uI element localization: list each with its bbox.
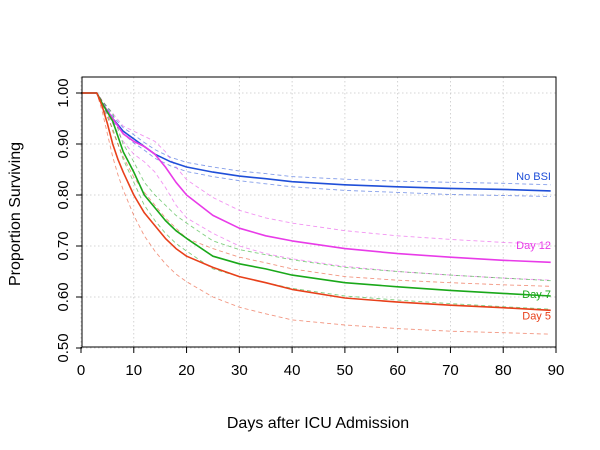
y-axis: 0.50 0.60 0.70 0.80 0.90 1.00 (55, 78, 82, 363)
day-7-upper-ci (81, 92, 551, 282)
day-12-lower-ci (81, 92, 551, 281)
series-labels: No BSI Day 12 Day 7 Day 5 (516, 171, 551, 322)
day-7-line (81, 92, 551, 297)
x-tick-label: 50 (337, 362, 354, 379)
x-tick-label: 90 (548, 362, 565, 379)
day-12-upper-ci (81, 92, 551, 245)
x-tick-label: 20 (178, 362, 195, 379)
no-bsi-label: No BSI (516, 171, 551, 183)
x-tick-label: 10 (125, 362, 142, 379)
x-tick-label: 70 (442, 362, 459, 379)
y-tick-label: 0.70 (55, 231, 72, 260)
series-lines (81, 92, 551, 312)
y-tick-label: 1.00 (55, 78, 72, 107)
no-bsi-lower-ci (81, 92, 551, 197)
y-tick-label: 0.80 (55, 180, 72, 209)
x-tick-label: 40 (284, 362, 301, 379)
no-bsi-line (81, 92, 551, 192)
day-7-label: Day 7 (522, 289, 551, 301)
y-tick-label: 0.60 (55, 282, 72, 311)
day-12-label: Day 12 (516, 240, 551, 252)
day-7-lower-ci (81, 92, 551, 310)
x-tick-label: 60 (389, 362, 406, 379)
day-5-upper-ci (81, 92, 551, 287)
x-axis: 0 10 20 30 40 50 60 70 80 90 (77, 347, 565, 379)
day-5-line (81, 92, 551, 312)
x-tick-label: 80 (495, 362, 512, 379)
day-12-line (81, 92, 551, 264)
x-axis-title: Days after ICU Admission (227, 415, 409, 432)
y-tick-label: 0.90 (55, 129, 72, 158)
confidence-bands (81, 92, 551, 335)
y-tick-label: 0.50 (55, 333, 72, 362)
plot-frame (81, 76, 557, 348)
day-5-lower-ci (81, 92, 551, 335)
day-5-label: Day 5 (522, 310, 551, 322)
y-axis-title: Proportion Surviving (7, 142, 24, 286)
x-tick-label: 0 (77, 362, 85, 379)
no-bsi-upper-ci (81, 92, 551, 186)
x-tick-label: 30 (231, 362, 248, 379)
